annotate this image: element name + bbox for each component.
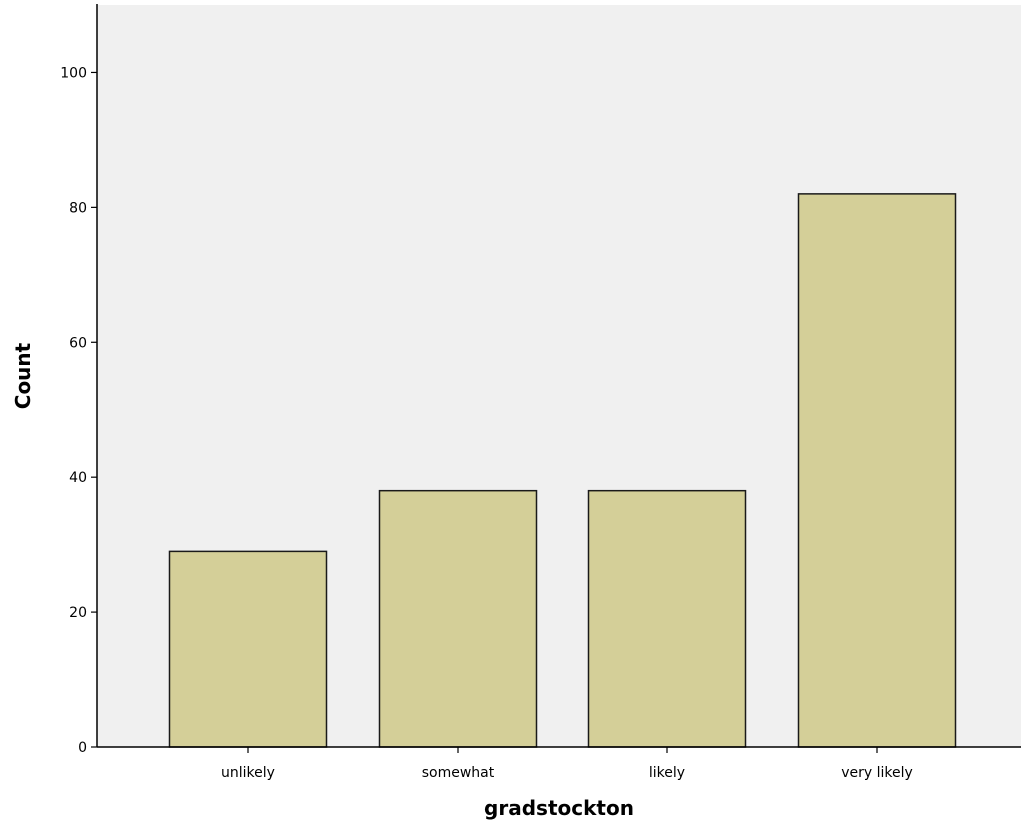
y-axis-title: Count xyxy=(11,342,35,409)
bars-group xyxy=(168,193,957,748)
y-tick-label: 40 xyxy=(69,470,87,486)
x-axis-ticks: unlikely somewhat likely very likely xyxy=(221,747,913,781)
x-tick-label: somewhat xyxy=(422,765,495,781)
x-tick-label: very likely xyxy=(841,765,913,781)
y-tick-label: 20 xyxy=(69,605,87,621)
bar-somewhat xyxy=(378,489,538,748)
axes-group xyxy=(96,4,1021,748)
y-tick-label: 0 xyxy=(78,740,87,756)
bar-likely xyxy=(587,489,747,748)
x-tick-label: likely xyxy=(649,765,685,781)
y-axis-ticks: 0 20 40 60 80 100 xyxy=(60,65,97,756)
y-tick-label: 60 xyxy=(69,335,87,351)
x-axis-title: gradstockton xyxy=(484,796,634,820)
bar-very-likely xyxy=(797,193,957,748)
y-tick-label: 100 xyxy=(60,65,87,81)
x-tick-label: unlikely xyxy=(221,765,275,781)
y-tick-label: 80 xyxy=(69,200,87,216)
bar-unlikely xyxy=(168,550,328,748)
